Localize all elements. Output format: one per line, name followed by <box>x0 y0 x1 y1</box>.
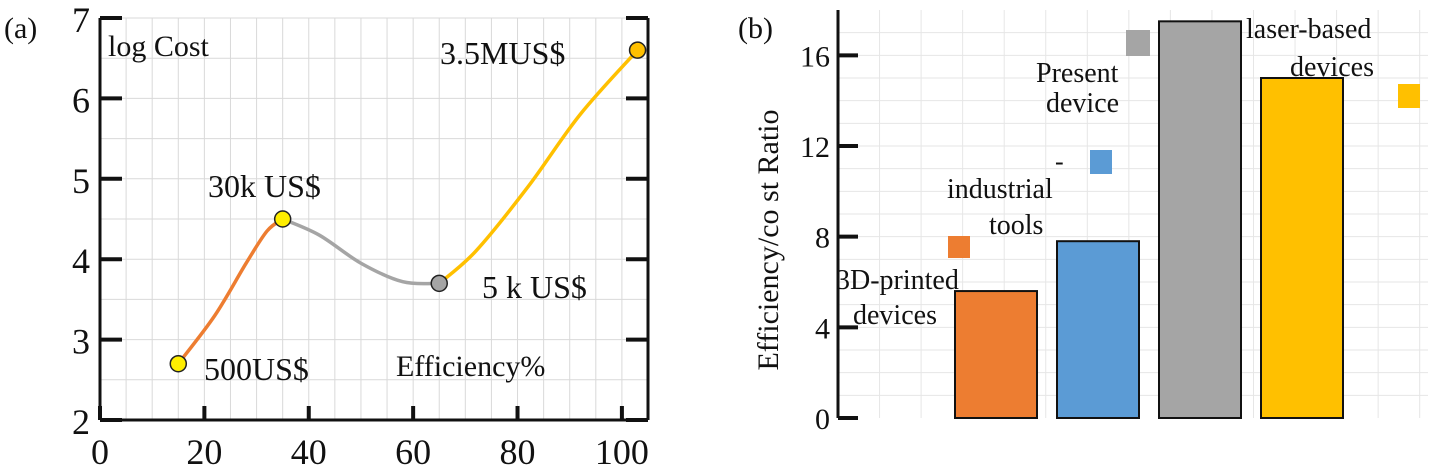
legend-marker-laser-based <box>1398 84 1420 108</box>
x-tick-label: 100 <box>595 432 649 470</box>
annotation-industrial-line-1: industrial <box>947 174 1053 205</box>
x-tick-label: 20 <box>186 432 222 470</box>
annotation-industrial-line-2: tools <box>989 210 1043 241</box>
bar-3 <box>1260 77 1344 419</box>
legend-marker-3d-printed <box>948 236 970 258</box>
annotation-3d-printed-line-2: devices <box>853 300 937 331</box>
y-tick-label: 0 <box>815 403 830 436</box>
annotation-laser-line-1: laser-based <box>1246 14 1371 45</box>
x-tick-label: 80 <box>500 432 536 470</box>
panel-a-y-axis-label: log Cost <box>108 30 210 63</box>
panel-a-lines <box>176 48 640 366</box>
panel-a-points <box>169 41 647 373</box>
panel-a-ticks: 2 3 4 5 6 7 0 20 40 60 80 100 <box>72 0 649 470</box>
annotation-present-line-2: device <box>1046 88 1119 119</box>
x-tick-label: 60 <box>395 432 431 470</box>
curve-gray-segment <box>280 217 441 286</box>
y-tick-label: 3 <box>72 322 90 362</box>
panel-b: (b) 0 4 8 12 16 Efficiency/co st Ratio 3D-pr… <box>738 10 1428 436</box>
annotation-3d-printed-line-1: 3D-printed <box>836 265 959 296</box>
annotation-present-line-1: Present <box>1036 58 1119 89</box>
panel-a-label: (a) <box>4 12 37 45</box>
point-label-3-5m: 3.5MUS$ <box>440 35 565 71</box>
y-tick-label: 16 <box>800 40 830 73</box>
point-label-5k: 5 k US$ <box>482 269 587 305</box>
data-point-2 <box>430 274 448 293</box>
bar-1 <box>1056 240 1140 419</box>
y-tick-label: 4 <box>72 241 90 281</box>
bar-2 <box>1158 20 1242 419</box>
data-point-1 <box>273 210 292 228</box>
data-point-0 <box>169 354 188 373</box>
y-tick-label: 6 <box>72 80 90 120</box>
x-tick-label: 0 <box>91 432 109 470</box>
panel-a-axes <box>98 18 650 422</box>
panel-b-ticks: 0 4 8 12 16 <box>800 40 858 436</box>
curve-orange-segment <box>176 217 285 366</box>
panel-a-x-axis-label: Efficiency% <box>396 350 545 383</box>
x-tick-label: 40 <box>291 432 327 470</box>
legend-marker-present-device <box>1126 30 1150 56</box>
annotation-industrial-dash: - <box>1055 147 1064 176</box>
y-tick-label: 8 <box>815 222 830 255</box>
panel-b-label: (b) <box>738 12 773 45</box>
annotation-laser-line-2: devices <box>1290 52 1374 83</box>
panel-a: (a) 2 3 4 5 6 7 0 20 40 60 80 100 log Cost Efficien… <box>4 0 650 470</box>
panel-b-y-axis-label: Efficiency/co st Ratio <box>752 109 785 370</box>
bar-0 <box>954 290 1038 420</box>
y-tick-label: 7 <box>72 0 90 40</box>
data-point-3 <box>628 41 647 59</box>
panel-b-bars <box>954 20 1344 420</box>
y-tick-label: 4 <box>815 312 830 345</box>
point-label-30k: 30k US$ <box>208 168 321 204</box>
panel-a-grid <box>100 17 648 421</box>
point-label-500: 500US$ <box>204 351 309 387</box>
y-tick-label: 2 <box>72 402 90 442</box>
legend-marker-industrial-tools <box>1090 150 1112 174</box>
y-tick-label: 5 <box>72 161 90 201</box>
y-tick-label: 12 <box>800 131 830 164</box>
curve-yellow-segment <box>437 48 640 286</box>
